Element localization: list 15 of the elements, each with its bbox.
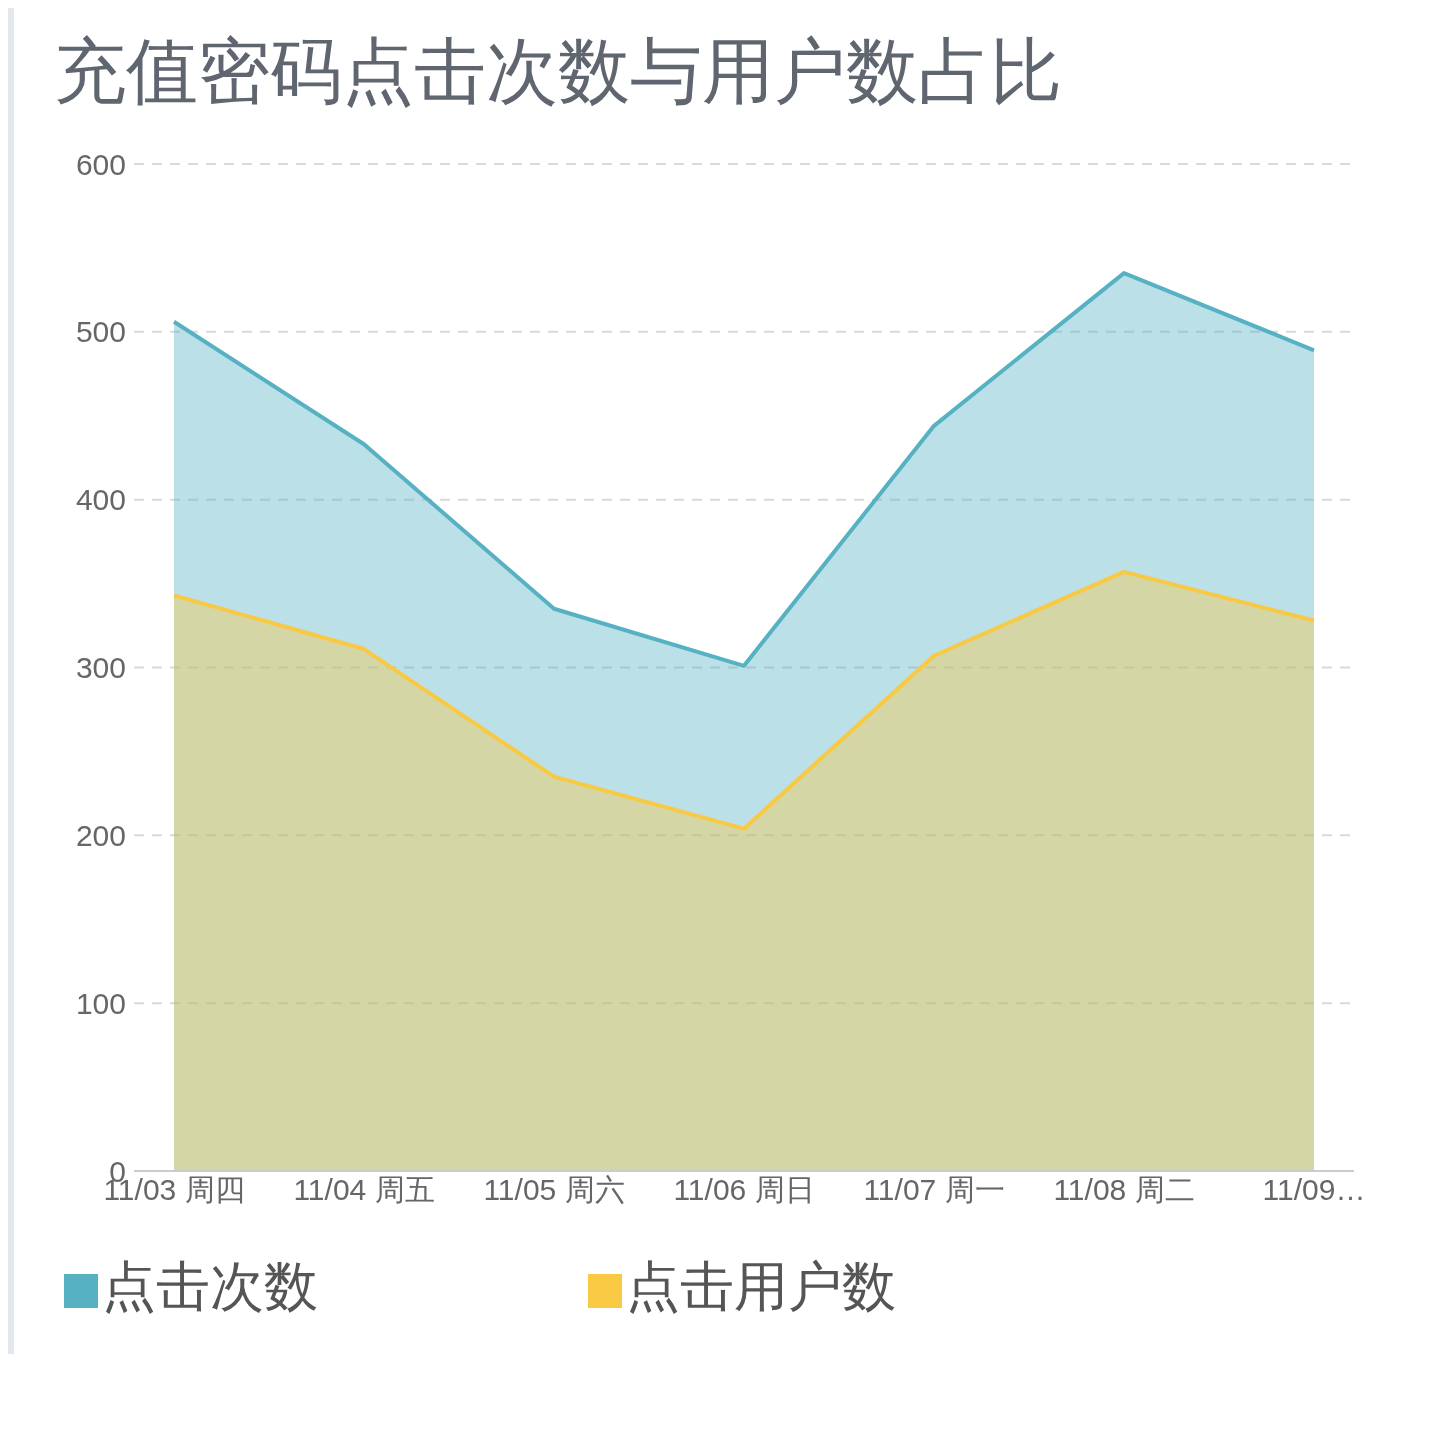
x-tick-label: 11/08 周二 [1053,1173,1195,1207]
legend-label: 点击用户数 [626,1256,896,1317]
y-tick-label: 400 [75,483,126,517]
y-tick-label: 500 [75,315,126,349]
x-tick-label: 11/09… [1262,1173,1366,1207]
x-tick-label: 11/04 周五 [293,1173,435,1207]
y-tick-label: 300 [75,651,126,685]
x-tick-label: 11/07 周一 [863,1173,1005,1207]
y-tick-label: 600 [75,148,126,182]
x-tick-label: 11/05 周六 [483,1173,625,1207]
legend-label: 点击次数 [102,1256,318,1317]
y-tick-label: 100 [75,987,126,1021]
y-tick-label: 200 [75,819,126,853]
chart-title: 充值密码点击次数与用户数占比 [54,30,1063,113]
x-tick-label: 11/06 周日 [673,1173,815,1207]
